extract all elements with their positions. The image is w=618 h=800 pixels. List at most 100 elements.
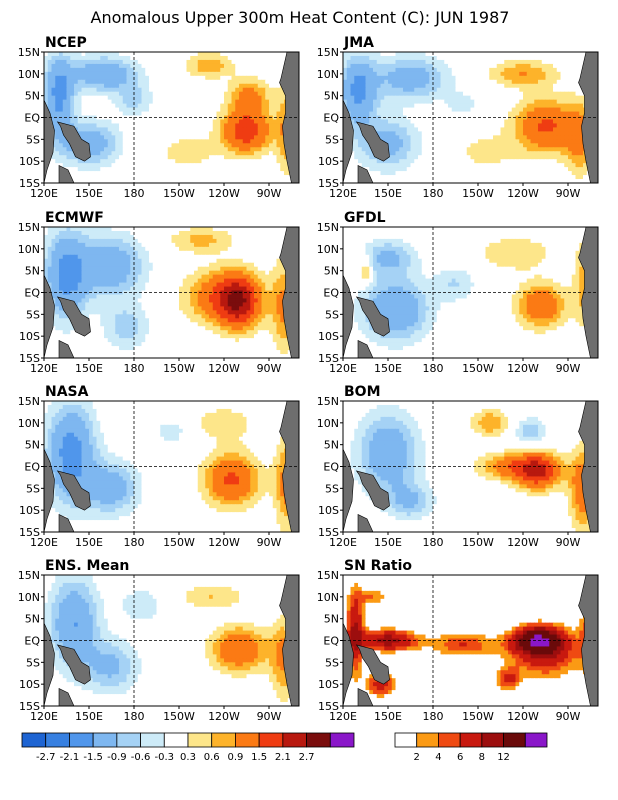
heat-cell (515, 95, 520, 101)
heat-cell (239, 67, 244, 73)
heat-cell (496, 67, 501, 73)
heat-cell (534, 139, 539, 144)
heat-cell (280, 179, 285, 183)
heat-cell (62, 103, 67, 109)
heat-cell (47, 79, 52, 85)
heat-cell (265, 163, 270, 168)
heat-cell (257, 246, 262, 252)
heat-cell (496, 71, 501, 77)
heat-cell (280, 131, 285, 136)
heat-cell (425, 83, 430, 89)
heat-cell (212, 227, 217, 232)
heat-cell (265, 75, 270, 81)
heat-cell (201, 67, 206, 73)
heat-cell (205, 242, 210, 248)
heat-cell (164, 75, 169, 81)
heat-cell (216, 147, 221, 152)
heat-cell (186, 87, 191, 93)
heat-cell (182, 91, 187, 97)
heat-cell (545, 79, 550, 85)
heat-cell (227, 103, 232, 109)
heat-cell (62, 75, 67, 81)
heat-cell (272, 111, 277, 117)
heat-cell (115, 119, 120, 124)
heat-cell (380, 107, 385, 113)
heat-cell (466, 175, 471, 180)
heat-cell (553, 91, 558, 97)
heat-cell (122, 52, 127, 57)
heat-cell (246, 230, 251, 236)
heat-cell (216, 59, 221, 65)
heat-cell (433, 99, 438, 105)
heat-cell (44, 95, 49, 101)
heat-cell (130, 171, 135, 176)
heat-cell (515, 179, 520, 183)
heat-cell (137, 99, 142, 105)
heat-cell (194, 159, 199, 164)
heat-cell (55, 179, 60, 183)
heat-cell (239, 135, 244, 140)
heat-cell (500, 107, 505, 113)
heat-cell (70, 151, 75, 156)
heat-cell (254, 139, 259, 144)
heat-cell (519, 127, 524, 132)
heat-cell (284, 171, 289, 176)
heat-cell (571, 175, 576, 180)
heat-cell (466, 83, 471, 89)
heat-cell (220, 163, 225, 168)
heat-cell (508, 175, 513, 180)
heat-cell (126, 175, 131, 180)
heat-cell (100, 171, 105, 176)
heat-cell (485, 91, 490, 97)
y-tick-label: 10N (18, 68, 40, 81)
heat-cell (149, 131, 154, 136)
heat-cell (201, 246, 206, 252)
heat-cell (167, 67, 172, 73)
heat-cell (481, 52, 486, 57)
heat-cell (545, 163, 550, 168)
heat-cell (257, 103, 262, 109)
heat-cell (66, 227, 71, 232)
heat-cell (100, 67, 105, 73)
heat-cell (538, 63, 543, 69)
heat-cell (145, 127, 150, 132)
heat-cell (553, 135, 558, 140)
heat-cell (107, 67, 112, 73)
heat-cell (115, 63, 120, 69)
heat-cell (66, 87, 71, 93)
heat-cell (425, 91, 430, 97)
heat-cell (100, 55, 105, 61)
heat-cell (526, 123, 531, 128)
heat-cell (534, 151, 539, 156)
heat-cell (130, 95, 135, 101)
heat-cell (399, 115, 404, 120)
heat-cell (545, 87, 550, 93)
heat-cell (119, 246, 124, 252)
heat-cell (100, 91, 105, 97)
heat-cell (190, 103, 195, 109)
heat-cell (134, 95, 139, 101)
heat-cell (179, 139, 184, 144)
heat-cell (380, 52, 385, 57)
heat-cell (496, 151, 501, 156)
heat-cell (115, 111, 120, 117)
heat-cell (246, 91, 251, 97)
heat-cell (261, 135, 266, 140)
heat-cell (55, 91, 60, 97)
heat-cell (276, 242, 281, 248)
heat-cell (66, 230, 71, 236)
heat-cell (44, 52, 49, 57)
heat-cell (186, 227, 191, 232)
heat-cell (254, 103, 259, 109)
heat-cell (376, 107, 381, 113)
heat-cell (209, 151, 214, 156)
heat-cell (496, 135, 501, 140)
heat-cell (519, 87, 524, 93)
heat-cell (376, 163, 381, 168)
heat-cell (380, 131, 385, 136)
heat-cell (104, 103, 109, 109)
heat-cell (373, 52, 378, 57)
heat-cell (463, 87, 468, 93)
heat-cell (500, 79, 505, 85)
heat-cell (235, 127, 240, 132)
